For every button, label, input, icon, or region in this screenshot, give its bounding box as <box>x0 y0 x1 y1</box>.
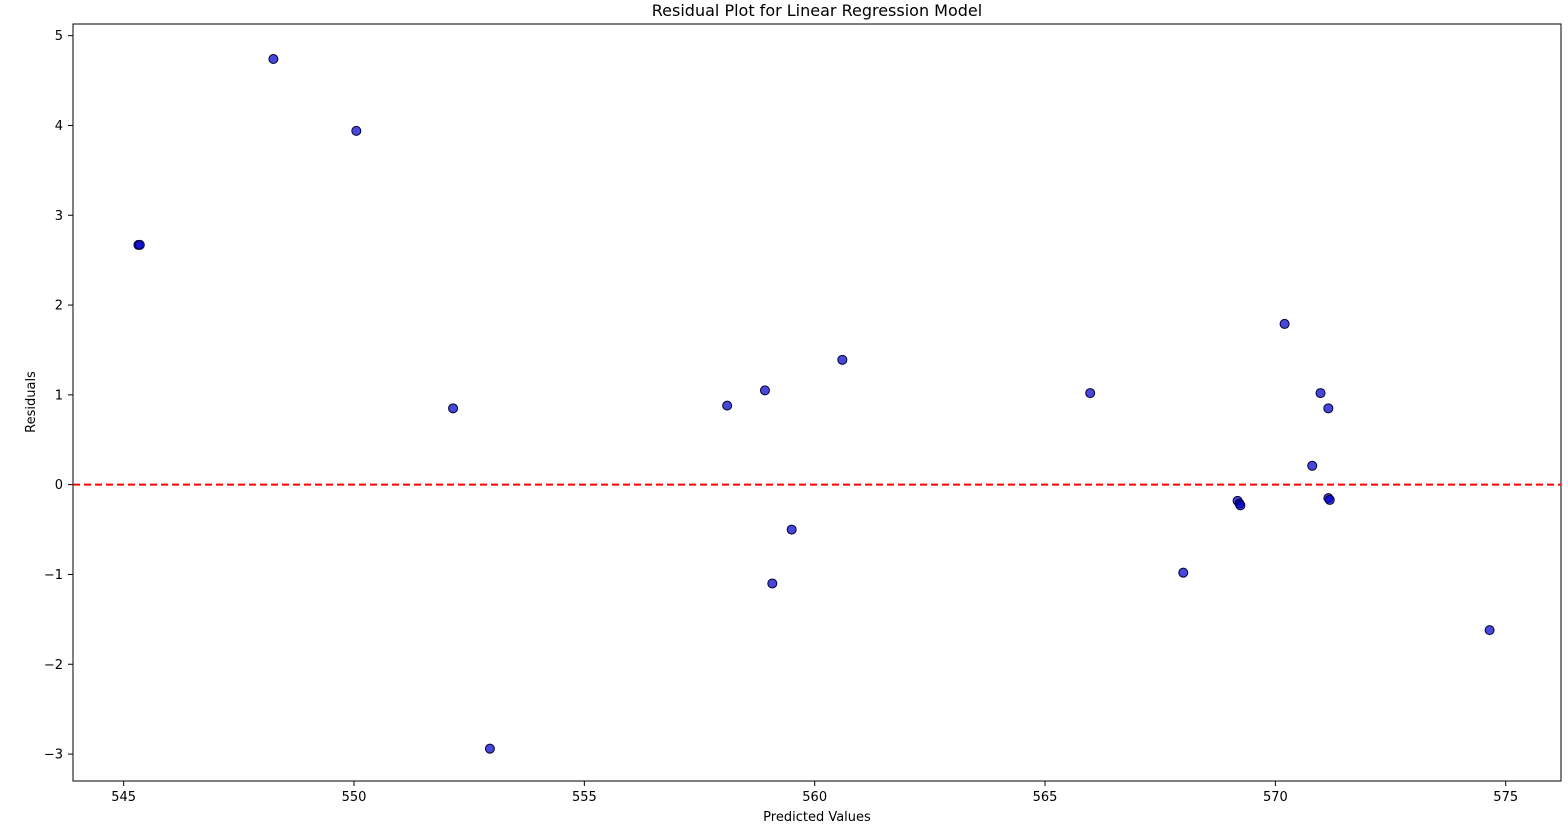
scatter-point <box>1307 460 1318 471</box>
x-tick-label: 545 <box>111 790 136 805</box>
x-axis: 545 550 555 560 565 570 575 <box>111 781 1518 805</box>
scatter-point <box>1484 625 1495 636</box>
x-tick-label: 560 <box>802 790 827 805</box>
y-tick-label: 2 <box>55 299 63 314</box>
scatter-point <box>1323 403 1334 414</box>
x-tick-label: 565 <box>1033 790 1058 805</box>
x-tick-label: 570 <box>1263 790 1288 805</box>
y-axis: −3 −2 −1 0 1 2 3 4 5 <box>44 29 73 763</box>
scatter-points <box>133 54 1495 754</box>
x-tick-label: 555 <box>572 790 597 805</box>
y-tick-label: −2 <box>44 658 63 673</box>
scatter-point <box>1235 500 1246 511</box>
y-tick-label: −1 <box>44 568 63 583</box>
y-tick-label: 1 <box>55 388 63 403</box>
scatter-point <box>759 385 770 396</box>
x-tick-label: 575 <box>1493 790 1518 805</box>
y-tick-label: −3 <box>44 748 63 763</box>
scatter-point <box>767 578 778 589</box>
scatter-point <box>1178 567 1189 578</box>
scatter-point <box>351 125 362 136</box>
x-axis-label: Predicted Values <box>763 810 871 825</box>
scatter-point <box>837 354 848 365</box>
scatter-point <box>268 54 279 65</box>
y-tick-label: 5 <box>55 29 63 44</box>
scatter-point <box>786 524 797 535</box>
scatter-point <box>134 239 145 250</box>
scatter-point <box>722 400 733 411</box>
plot-area <box>72 23 1562 782</box>
scatter-point <box>1315 388 1326 399</box>
scatter-point <box>484 743 495 754</box>
y-tick-label: 3 <box>55 209 63 224</box>
plot-frame <box>72 23 1562 782</box>
y-axis-label: Residuals <box>24 371 39 433</box>
scatter-point <box>448 403 459 414</box>
scatter-point <box>1279 318 1290 329</box>
scatter-point <box>1324 494 1335 505</box>
x-tick-label: 550 <box>342 790 367 805</box>
scatter-point <box>1085 388 1096 399</box>
y-tick-label: 4 <box>55 119 63 134</box>
y-tick-label: 0 <box>55 478 63 493</box>
chart-title: Residual Plot for Linear Regression Mode… <box>652 1 982 20</box>
